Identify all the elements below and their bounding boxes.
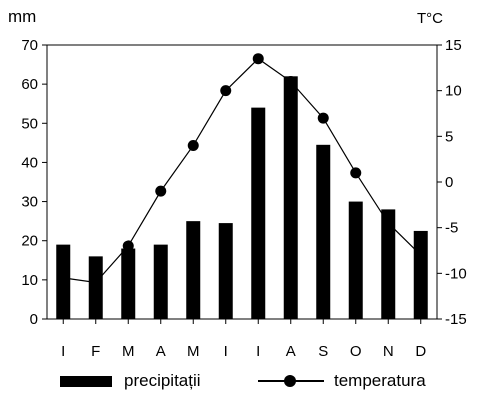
left-tick-label: 20 xyxy=(21,233,38,250)
right-tick-label: 10 xyxy=(445,83,462,100)
x-tick-label: F xyxy=(91,343,100,360)
temperature-point xyxy=(220,85,232,97)
legend-bar-swatch xyxy=(60,375,112,387)
precipitation-bar xyxy=(316,144,331,319)
precipitation-bar xyxy=(153,244,168,319)
precipitation-bar xyxy=(56,244,71,319)
right-tick-label: -10 xyxy=(445,265,467,282)
left-tick-label: 30 xyxy=(21,194,38,211)
precipitation-bar xyxy=(251,107,266,319)
left-axis-ticks: 0 10 20 30 40 50 60 70 xyxy=(21,37,47,328)
precipitation-bar xyxy=(413,230,428,319)
right-tick-label: -15 xyxy=(445,311,467,328)
temperature-point xyxy=(155,185,167,197)
temperature-polyline xyxy=(63,57,422,284)
left-tick-label: 40 xyxy=(21,154,38,171)
temperature-point xyxy=(317,112,329,124)
temperature-line xyxy=(63,53,422,288)
precipitation-bar xyxy=(121,248,136,319)
left-tick-label: 60 xyxy=(21,76,38,93)
precipitation-bar xyxy=(381,209,396,319)
legend-item-temperature: temperatura xyxy=(258,368,426,394)
temperature-point xyxy=(252,53,264,65)
x-tick-label: M xyxy=(187,343,200,360)
right-axis-unit: T°C xyxy=(417,10,443,27)
temperature-point xyxy=(285,76,297,88)
precipitation-bar xyxy=(218,223,233,319)
x-tick-label: D xyxy=(415,343,426,360)
x-tick-label: N xyxy=(383,343,394,360)
temperature-point xyxy=(90,276,102,288)
legend-label-temperature: temperatura xyxy=(334,371,426,390)
temperature-point xyxy=(122,240,134,252)
legend-label-precipitation: precipitații xyxy=(124,371,201,390)
plot-area-frame xyxy=(46,44,438,320)
x-tick-label: A xyxy=(286,343,296,360)
right-tick-label: 0 xyxy=(445,174,453,191)
x-tick-label: O xyxy=(350,343,362,360)
legend-line-swatch xyxy=(258,375,324,387)
left-tick-label: 50 xyxy=(21,115,38,132)
right-tick-label: -5 xyxy=(445,220,458,237)
left-axis-unit: mm xyxy=(8,7,37,26)
precipitation-bar xyxy=(186,221,201,319)
temperature-point xyxy=(187,139,199,151)
right-tick-label: 15 xyxy=(445,37,462,54)
right-tick-label: 5 xyxy=(445,128,453,145)
x-tick-label: I xyxy=(224,343,228,360)
precipitation-bars xyxy=(56,76,428,319)
legend-item-precipitation: precipitații xyxy=(60,368,201,394)
precipitation-bar xyxy=(283,76,298,319)
x-tick-label: I xyxy=(61,343,65,360)
x-tick-label: M xyxy=(122,343,135,360)
precipitation-bar xyxy=(348,201,363,319)
x-tick-label: S xyxy=(318,343,328,360)
left-tick-label: 0 xyxy=(30,311,38,328)
x-tick-label: A xyxy=(156,343,166,360)
temperature-point xyxy=(350,167,362,179)
right-axis-ticks: -15 -10 -5 0 5 10 15 xyxy=(437,37,467,328)
left-tick-label: 10 xyxy=(21,272,38,289)
left-tick-label: 70 xyxy=(21,37,38,54)
temperature-point xyxy=(382,217,394,229)
x-tick-label: I xyxy=(256,343,260,360)
